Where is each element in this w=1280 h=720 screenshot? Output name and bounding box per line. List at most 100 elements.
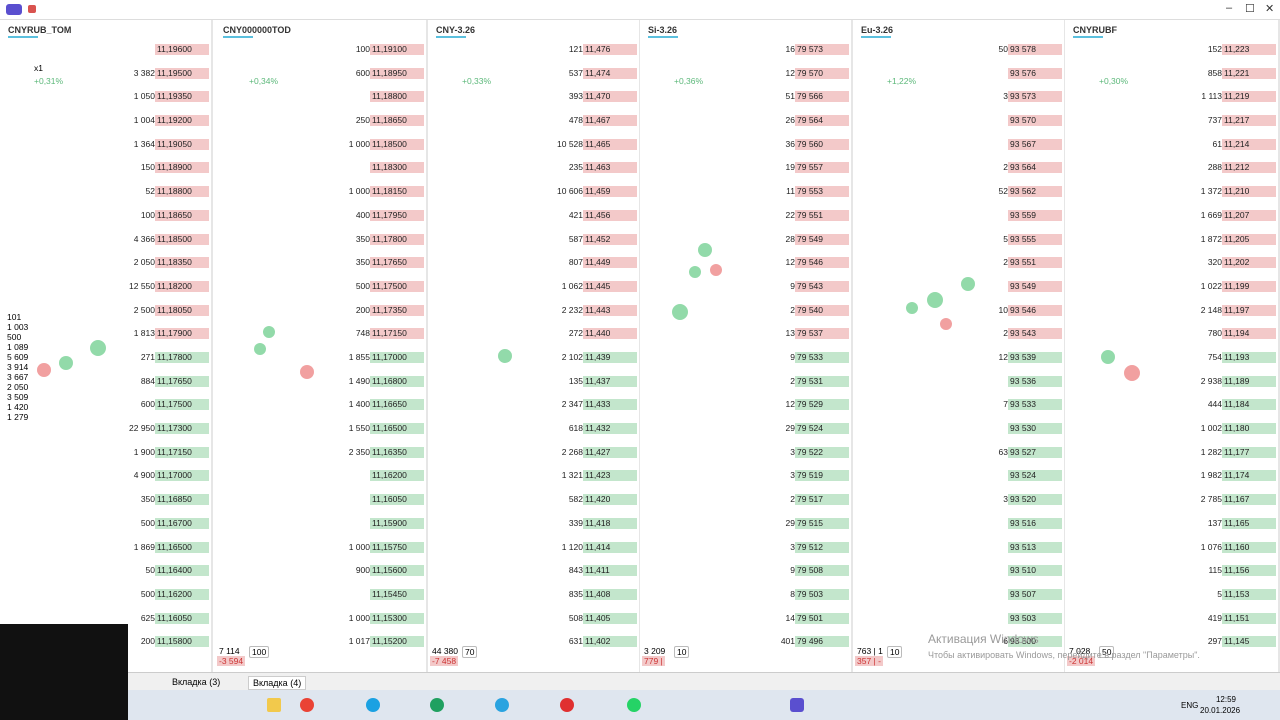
volume: 600 (140, 399, 155, 410)
price: 11,15600 (370, 565, 424, 577)
volume: 12 (785, 257, 795, 268)
price: 11,177 (1222, 446, 1276, 458)
ladder-row: 3 79 522 (640, 446, 851, 458)
price: 93 543 (1008, 328, 1062, 340)
instrument-panel: CNYRUB_TOM +0,31% x1 11,19600 3 382 11,19500 1… (0, 20, 213, 672)
ladder-row: 3 93 520 (853, 494, 1064, 506)
ladder-row: 320 11,202 (1065, 257, 1278, 269)
telegram-icon[interactable] (495, 698, 509, 712)
yandex-icon[interactable] (560, 698, 574, 712)
ladder-row: 10 606 11,459 (428, 186, 639, 198)
price: 11,145 (1222, 636, 1276, 648)
instrument-title: CNYRUBF (1073, 25, 1117, 35)
price: 11,15200 (370, 636, 424, 648)
price: 11,223 (1222, 44, 1276, 55)
title-underline (8, 36, 38, 38)
volume: 250 (355, 115, 370, 126)
price: 11,18150 (370, 186, 424, 198)
clock-time[interactable]: 12:59 (1215, 695, 1237, 704)
ladder-row: 22 79 551 (640, 209, 851, 221)
volume: 748 (355, 328, 370, 339)
price: 93 507 (1008, 588, 1062, 600)
volume: 29 (785, 423, 795, 434)
clock-date[interactable]: 20.01.2026 (1200, 706, 1241, 715)
price: 79 543 (795, 280, 849, 292)
price: 79 557 (795, 162, 849, 174)
ladder-row: 93 536 (853, 375, 1064, 387)
maximize-button[interactable]: ☐ (1245, 3, 1255, 15)
ladder-row: 843 11,411 (428, 565, 639, 577)
ladder-row: 1 900 11,17150 (0, 446, 211, 458)
ladder-row: 93 503 (853, 612, 1064, 624)
volume: 135 (568, 375, 583, 386)
ladder-row: 271 11,17800 (0, 352, 211, 363)
price: 11,17800 (155, 352, 209, 363)
volume: 1 364 (133, 138, 155, 149)
price: 93 530 (1008, 423, 1062, 435)
footer-value: 357 | - (855, 656, 883, 666)
volume: 10 606 (557, 186, 583, 197)
ladder-row: 582 11,420 (428, 494, 639, 506)
ladder-row: 29 79 524 (640, 423, 851, 435)
explorer-icon[interactable] (267, 698, 281, 712)
volume: 1 400 (348, 399, 370, 410)
price: 79 522 (795, 446, 849, 458)
ladder-row: 135 11,437 (428, 375, 639, 387)
price: 11,420 (583, 494, 637, 506)
volume: 1 000 (348, 612, 370, 623)
price: 11,474 (583, 67, 637, 79)
volume: 2 (790, 375, 795, 386)
ladder-row: 401 79 496 (640, 636, 851, 648)
ladder-row: 835 11,408 (428, 588, 639, 600)
ladder-row: 7 93 533 (853, 399, 1064, 411)
side-volume: 500 (7, 332, 22, 342)
ladder-row: 1 062 11,445 (428, 280, 639, 292)
language[interactable]: ENG (1181, 701, 1199, 710)
scale-label: x1 (34, 63, 43, 73)
chrome-icon[interactable] (300, 698, 314, 712)
price: 93 533 (1008, 399, 1062, 411)
price: 11,16050 (155, 612, 209, 624)
trading-icon[interactable] (790, 698, 804, 712)
volume: 1 022 (1200, 280, 1222, 291)
ladder-row: 1 002 11,180 (1065, 423, 1278, 435)
ladder-row: 52 93 562 (853, 186, 1064, 198)
tab-active[interactable]: Вкладка (4) (248, 676, 307, 690)
volume: 1 017 (348, 636, 370, 647)
price: 11,18950 (370, 67, 424, 79)
ladder-row: 508 11,405 (428, 612, 639, 624)
minimize-button[interactable]: – (1226, 2, 1233, 14)
tab[interactable]: Вкладка (3) (172, 677, 221, 687)
price: 93 500 (1008, 636, 1062, 648)
ladder-row: 4 366 11,18500 (0, 233, 211, 245)
side-volume: 2 050 (7, 382, 29, 392)
close-button[interactable]: ✕ (1265, 3, 1275, 15)
volume: 400 (355, 209, 370, 220)
price: 11,18800 (155, 186, 209, 198)
app-icon[interactable] (366, 698, 380, 712)
price: 93 551 (1008, 257, 1062, 269)
ladder-row: 1 400 11,16650 (215, 399, 426, 411)
price: 79 553 (795, 186, 849, 198)
price: 11,165 (1222, 517, 1276, 529)
volume: 200 (140, 636, 155, 647)
volume: 3 (1003, 494, 1008, 505)
price: 79 531 (795, 375, 849, 387)
ladder-row: 1 022 11,199 (1065, 280, 1278, 292)
ladder-row: 400 11,17950 (215, 209, 426, 221)
price: 11,16500 (370, 423, 424, 435)
ladder-row: 2 347 11,433 (428, 399, 639, 411)
ladder-row: 63 93 527 (853, 446, 1064, 458)
price: 11,18500 (370, 138, 424, 150)
volume: 737 (1207, 115, 1222, 126)
title-underline (1073, 36, 1103, 38)
price: 11,411 (583, 565, 637, 577)
volume: 3 (790, 470, 795, 481)
volume: 900 (355, 565, 370, 576)
whatsapp-icon[interactable] (627, 698, 641, 712)
price: 11,18300 (370, 162, 424, 174)
ladder-row: 1 669 11,207 (1065, 209, 1278, 221)
app-icon[interactable] (430, 698, 444, 712)
ladder-row: 115 11,156 (1065, 565, 1278, 577)
ladder-row: 3 93 573 (853, 91, 1064, 103)
